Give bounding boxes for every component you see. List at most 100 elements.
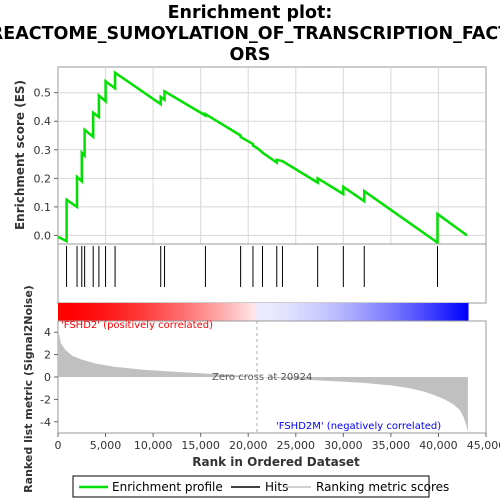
x-axis-ticks: 0 5,000 10,000 15,000 20,000 25,000 30,000 35,0… (55, 433, 500, 452)
rank-color-segment (440, 303, 445, 321)
rank-color-segment (116, 303, 121, 321)
rank-color-segment (406, 303, 411, 321)
rank-color-segment (423, 303, 428, 321)
x-tick-label: 10,000 (134, 439, 173, 452)
rank-color-segment (286, 303, 291, 321)
rank-color-segment (280, 303, 285, 321)
rank-color-segment (338, 303, 343, 321)
rank-color-segment (327, 303, 332, 321)
zero-cross-label: Zero cross at 20924 (212, 372, 312, 383)
rank-color-segment (303, 303, 308, 321)
rank-color-segment (78, 303, 83, 321)
es-y-tick-label: 0.1 (34, 201, 52, 214)
rank-color-segment (174, 303, 179, 321)
x-tick-label: 45,000 (467, 439, 500, 452)
rank-color-segment (122, 303, 127, 321)
es-y-tick-label: 0.3 (34, 144, 52, 157)
rank-color-segment (365, 303, 370, 321)
legend: Enrichment profile Hits Ranking metric s… (72, 475, 449, 498)
metric-panel: 4 2 0 -2 -4 0 5,000 10,000 15,000 20,000 25,000 30… (22, 285, 500, 493)
rank-color-segment (461, 303, 466, 321)
rank-color-segment (409, 303, 414, 321)
rank-color-segment (75, 303, 80, 321)
rank-color-bar (58, 303, 469, 321)
rank-color-segment (170, 303, 175, 321)
x-tick-label: 30,000 (324, 439, 363, 452)
rank-color-segment (372, 303, 377, 321)
rank-color-segment (58, 303, 63, 321)
rank-color-segment (433, 303, 438, 321)
rank-color-segment (133, 303, 138, 321)
rank-color-segment (221, 303, 226, 321)
rank-color-segment (184, 303, 189, 321)
rank-color-segment (102, 303, 107, 321)
rank-color-segment (153, 303, 158, 321)
rank-color-segment (119, 303, 124, 321)
rank-color-segment (293, 303, 298, 321)
rank-color-segment (88, 303, 93, 321)
rank-color-segment (201, 303, 206, 321)
rank-color-segment (92, 303, 97, 321)
rank-color-segment (245, 303, 250, 321)
es-y-tick-label: 0.2 (34, 172, 52, 185)
legend-label-ranking-metric: Ranking metric scores (316, 480, 449, 494)
metric-y-tick-label: 0 (44, 371, 51, 384)
rank-color-segment (321, 303, 326, 321)
hits-panel (57, 243, 487, 321)
rank-color-segment (351, 303, 356, 321)
rank-color-segment (416, 303, 421, 321)
rank-color-segment (180, 303, 185, 321)
rank-color-segment (382, 303, 387, 321)
rank-color-segment (375, 303, 380, 321)
rank-color-segment (112, 303, 117, 321)
rank-color-segment (136, 303, 141, 321)
negative-correlation-label: 'FSHD2M' (negatively correlated) (276, 421, 441, 432)
rank-color-segment (430, 303, 435, 321)
rank-color-segment (204, 303, 209, 321)
rank-color-segment (297, 303, 302, 321)
rank-color-segment (95, 303, 100, 321)
rank-color-segment (252, 303, 257, 321)
rank-color-segment (399, 303, 404, 321)
hit-markers (66, 246, 438, 287)
rank-color-segment (143, 303, 148, 321)
rank-color-segment (239, 303, 244, 321)
x-tick-label: 5,000 (90, 439, 122, 452)
rank-color-segment (273, 303, 278, 321)
es-y-ticks: 0.0 0.1 0.2 0.3 0.4 0.5 (34, 87, 58, 242)
rank-color-segment (276, 303, 281, 321)
metric-y-ticks: 4 2 0 -2 -4 (40, 326, 58, 429)
rank-color-segment (403, 303, 408, 321)
chart-title-line1: Enrichment plot: (168, 3, 333, 23)
rank-color-segment (228, 303, 233, 321)
rank-color-segment (126, 303, 131, 321)
x-axis-label: Rank in Ordered Dataset (192, 455, 360, 469)
rank-color-segment (269, 303, 274, 321)
rank-color-segment (150, 303, 155, 321)
x-tick-label: 40,000 (419, 439, 458, 452)
rank-color-segment (314, 303, 319, 321)
rank-color-segment (310, 303, 315, 321)
rank-color-segment (81, 303, 86, 321)
metric-y-tick-label: 4 (44, 326, 51, 339)
metric-y-tick-label: -2 (40, 393, 51, 406)
rank-color-segment (232, 303, 237, 321)
rank-color-segment (362, 303, 367, 321)
rank-color-segment (341, 303, 346, 321)
rank-color-segment (457, 303, 462, 321)
chart-title-line3: ORS (230, 45, 271, 65)
rank-color-segment (344, 303, 349, 321)
rank-color-segment (163, 303, 168, 321)
rank-color-segment (225, 303, 230, 321)
rank-color-segment (129, 303, 134, 321)
metric-y-tick-label: 2 (44, 349, 51, 362)
rank-color-segment (208, 303, 213, 321)
rank-color-segment (413, 303, 418, 321)
x-tick-label: 15,000 (181, 439, 220, 452)
x-tick-label: 25,000 (277, 439, 316, 452)
es-y-tick-label: 0.5 (34, 87, 52, 100)
rank-color-segment (256, 303, 261, 321)
rank-color-segment (160, 303, 165, 321)
rank-color-segment (266, 303, 271, 321)
